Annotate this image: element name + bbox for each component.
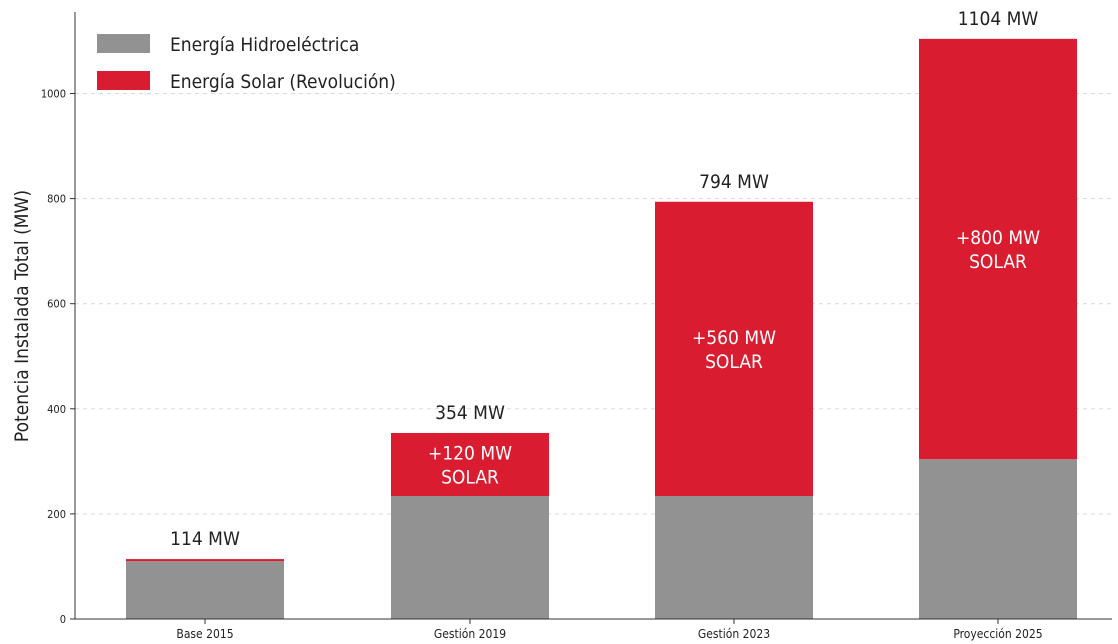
x-tick-label: Base 2015 — [176, 627, 233, 641]
bars — [126, 39, 1077, 619]
solar-annotation: +800 MW — [956, 227, 1040, 249]
y-tick-label: 0 — [60, 613, 66, 626]
x-tick-label: Gestión 2023 — [698, 627, 770, 641]
solar-annotation: +560 MW — [692, 327, 776, 349]
y-tick-label: 1000 — [41, 88, 66, 101]
solar-annotation: SOLAR — [969, 251, 1027, 273]
y-tick-label: 600 — [47, 298, 66, 311]
bar-hydro — [391, 496, 549, 619]
y-ticks: 0 200 400 600 800 1000 — [41, 88, 75, 627]
legend-label: Energía Hidroeléctrica — [170, 34, 359, 56]
x-tick-label: Gestión 2019 — [434, 627, 506, 641]
legend-swatch — [97, 71, 150, 90]
y-tick-label: 800 — [47, 193, 66, 206]
y-tick-label: 200 — [47, 508, 66, 521]
bar-hydro — [126, 561, 284, 619]
bar-hydro — [919, 459, 1077, 619]
legend-swatch — [97, 34, 150, 53]
total-label: 114 MW — [170, 528, 240, 550]
solar-annotation: SOLAR — [705, 351, 763, 373]
solar-annotation: SOLAR — [441, 467, 499, 489]
legend-label: Energía Solar (Revolución) — [170, 71, 396, 93]
x-tick-label: Proyección 2025 — [953, 627, 1042, 641]
y-tick-label: 400 — [47, 403, 66, 416]
total-label: 794 MW — [699, 171, 769, 193]
bar-hydro — [655, 496, 813, 619]
total-label: 1104 MW — [958, 8, 1039, 30]
solar-annotation: +120 MW — [428, 443, 512, 465]
y-axis-label: Potencia Instalada Total (MW) — [11, 190, 33, 442]
legend: Energía Hidroeléctrica Energía Solar (Rev… — [97, 34, 396, 93]
bar-solar — [126, 559, 284, 561]
x-tick-labels: Base 2015 Gestión 2019 Gestión 2023 Proyecc… — [176, 619, 1042, 641]
total-label: 354 MW — [435, 402, 505, 424]
